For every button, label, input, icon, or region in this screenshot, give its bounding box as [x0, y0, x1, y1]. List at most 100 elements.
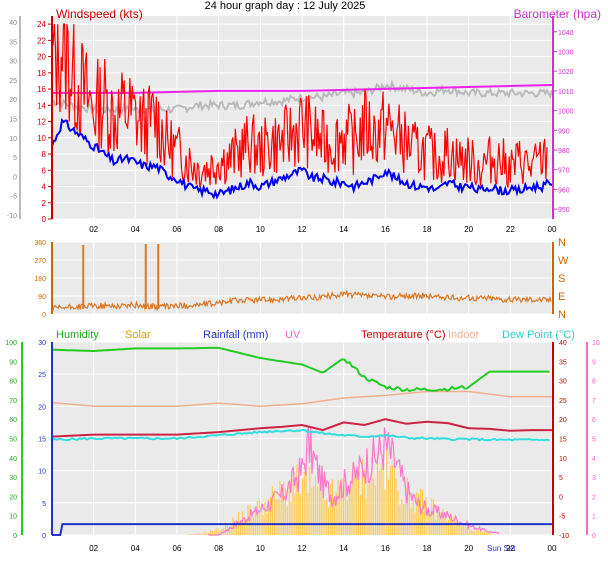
- solar-bar: [487, 532, 489, 535]
- solar-bar: [292, 478, 294, 535]
- solar-bar: [397, 490, 399, 535]
- solar-bar: [236, 520, 238, 535]
- solar-bar: [464, 527, 467, 535]
- solar-bar: [204, 531, 206, 535]
- solar-bar: [371, 457, 373, 535]
- solar-bar: [335, 491, 337, 535]
- solar-bar: [406, 477, 408, 535]
- direction-right-tick-label: N: [558, 237, 566, 249]
- wind-x-tick-label: 00: [548, 225, 557, 234]
- wind-left-tick-label: 16: [37, 85, 46, 94]
- solar-bar: [281, 495, 283, 535]
- solar-bar: [403, 504, 405, 535]
- direction-left-tick-label: 360: [34, 240, 46, 247]
- wind-left-tick-label: 6: [42, 166, 47, 175]
- climate-x-tick-label: 14: [339, 544, 348, 553]
- solar-bar: [209, 529, 212, 535]
- solar-bar: [373, 478, 375, 535]
- solar-bar: [356, 469, 358, 535]
- uv-tick-label: 1: [592, 514, 596, 521]
- solar-bar: [290, 501, 292, 535]
- solar-bar: [350, 486, 352, 535]
- solar-bar: [367, 484, 369, 535]
- humidity-tick-label: 90: [9, 359, 17, 366]
- solar-bar: [446, 521, 448, 535]
- solar-bar: [359, 495, 362, 535]
- solar-bar: [253, 517, 255, 535]
- solar-bar: [395, 478, 397, 535]
- solar-bar: [239, 523, 242, 535]
- solar-bar: [434, 519, 437, 535]
- solar-bar: [457, 524, 459, 535]
- climate-legend: Humidity Solar Rainfall (mm) UV Temperature …: [56, 329, 575, 341]
- solar-bar: [393, 469, 395, 535]
- rain-tick-label: 25: [38, 372, 46, 379]
- solar-bar: [298, 471, 300, 535]
- wind-left-tick-label: 4: [42, 183, 47, 192]
- solar-bar: [442, 509, 444, 535]
- solar-bar: [369, 480, 371, 535]
- baro-axis-label: Barometer (hpa): [514, 7, 601, 21]
- temp-tick-label: 30: [559, 379, 567, 386]
- solar-bar: [234, 520, 236, 535]
- humidity-tick-label: 10: [9, 514, 17, 521]
- direction-right-tick-label: E: [558, 291, 565, 303]
- solar-bar: [223, 527, 225, 535]
- uv-tick-label: 3: [592, 475, 596, 482]
- solar-bar: [224, 522, 227, 535]
- solar-bar: [455, 521, 457, 535]
- baro-right-tick-label: 1000: [558, 109, 574, 116]
- solar-bar: [474, 532, 476, 535]
- solar-bar: [247, 505, 249, 535]
- wind-outer-tick-label: 30: [9, 59, 17, 66]
- temp-tick-label: 25: [559, 398, 567, 405]
- humidity-tick-label: 60: [9, 417, 17, 424]
- solar-bar: [352, 463, 354, 535]
- solar-bar: [208, 532, 210, 535]
- solar-bar: [472, 531, 474, 535]
- solar-bar: [391, 465, 393, 535]
- humidity-tick-label: 70: [9, 398, 17, 405]
- solar-bar: [206, 532, 208, 535]
- wind-x-tick-label: 06: [173, 225, 182, 234]
- rain-tick-label: 20: [38, 404, 46, 411]
- temp-tick-label: 40: [559, 340, 567, 347]
- wind-x-tick-label: 12: [298, 225, 307, 234]
- baro-right-tick-label: 950: [558, 207, 570, 214]
- direction-line: [51, 289, 552, 312]
- wind-outer-tick-label: -5: [11, 194, 17, 201]
- rainfall-line: [52, 523, 552, 536]
- solar-bar: [433, 499, 435, 535]
- wind-x-tick-label: 18: [423, 225, 432, 234]
- sunset-label: Sun Set: [487, 544, 516, 553]
- direction-series: [51, 244, 552, 312]
- solar-bar: [322, 492, 324, 535]
- solar-bar: [284, 488, 287, 535]
- solar-bar: [215, 528, 217, 535]
- solar-bar: [196, 533, 198, 535]
- climate-x-tick-label: 10: [256, 544, 265, 553]
- solar-bar: [451, 522, 453, 535]
- solar-bar: [309, 466, 311, 535]
- temp-ticks: 40 35 30 25 20 15 10 5 0 -5 -10: [559, 340, 569, 540]
- temp-tick-label: 15: [559, 437, 567, 444]
- solar-bar: [346, 500, 348, 535]
- uv-tick-label: 5: [592, 437, 596, 444]
- wind-left-tick-label: 2: [42, 199, 47, 208]
- solar-bar: [425, 497, 427, 535]
- climate-x-tick-label: 02: [89, 544, 98, 553]
- solar-bar: [483, 531, 485, 535]
- wind-series: [51, 23, 553, 200]
- temp-tick-label: 20: [559, 417, 567, 424]
- baro-right-tick-label: 1040: [558, 30, 574, 37]
- wind-left-tick-label: 20: [37, 53, 46, 62]
- wind-outer-tick-label: -10: [7, 213, 17, 220]
- uv-tick-label: 0: [592, 533, 596, 540]
- solar-bar: [339, 485, 341, 535]
